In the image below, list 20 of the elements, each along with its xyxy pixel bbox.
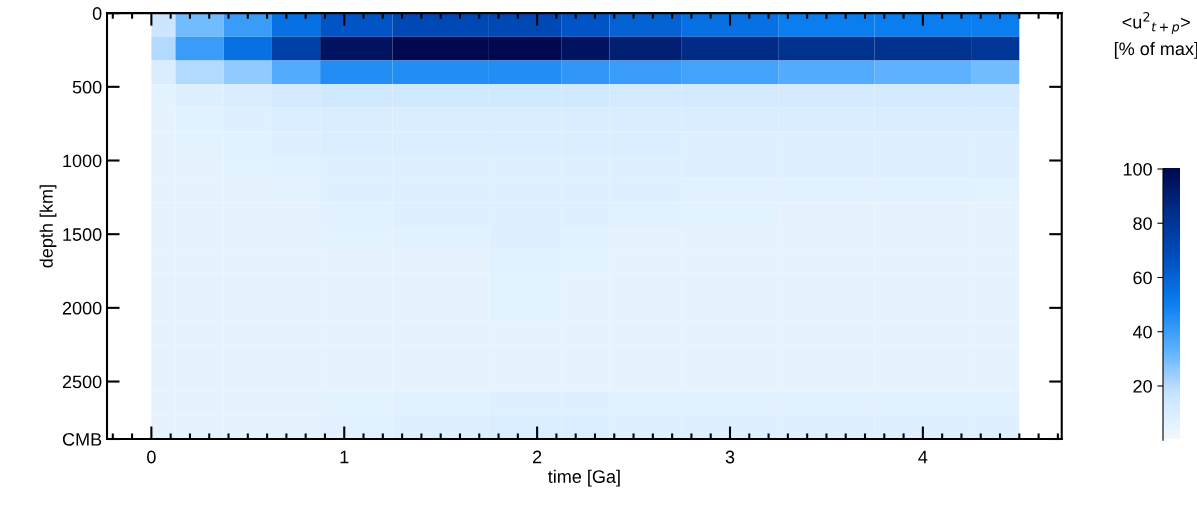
x-tick-label: 4 xyxy=(918,450,928,464)
y-tick-label: 0 xyxy=(92,7,102,20)
color-bar-label: 40 xyxy=(1132,325,1152,339)
y-tick-label: 500 xyxy=(72,80,102,94)
color-bar-title: <u$^{2}$$_{t+p}$> [% of max] xyxy=(1114,12,1197,59)
y-tick-label: 1500 xyxy=(63,228,102,241)
x-tick-label: 1 xyxy=(340,450,349,464)
y-axis-title: depth [km] xyxy=(39,185,57,268)
color-bar-label: 60 xyxy=(1133,271,1152,285)
color-bar-label: 100 xyxy=(1123,162,1152,176)
x-axis-title: time [Ga] xyxy=(548,469,620,487)
x-tick-label: 3 xyxy=(725,450,735,464)
y-tick-label: 1000 xyxy=(63,154,102,168)
y-tick-label: 2500 xyxy=(62,375,102,389)
color-bar-label: 20 xyxy=(1133,379,1152,393)
y-tick-label: CMB xyxy=(62,432,102,446)
color-bar-label: 80 xyxy=(1133,217,1152,230)
x-tick-label: 0 xyxy=(147,450,156,464)
x-tick-label: 2 xyxy=(533,450,542,464)
y-tick-label: 2000 xyxy=(62,301,102,315)
